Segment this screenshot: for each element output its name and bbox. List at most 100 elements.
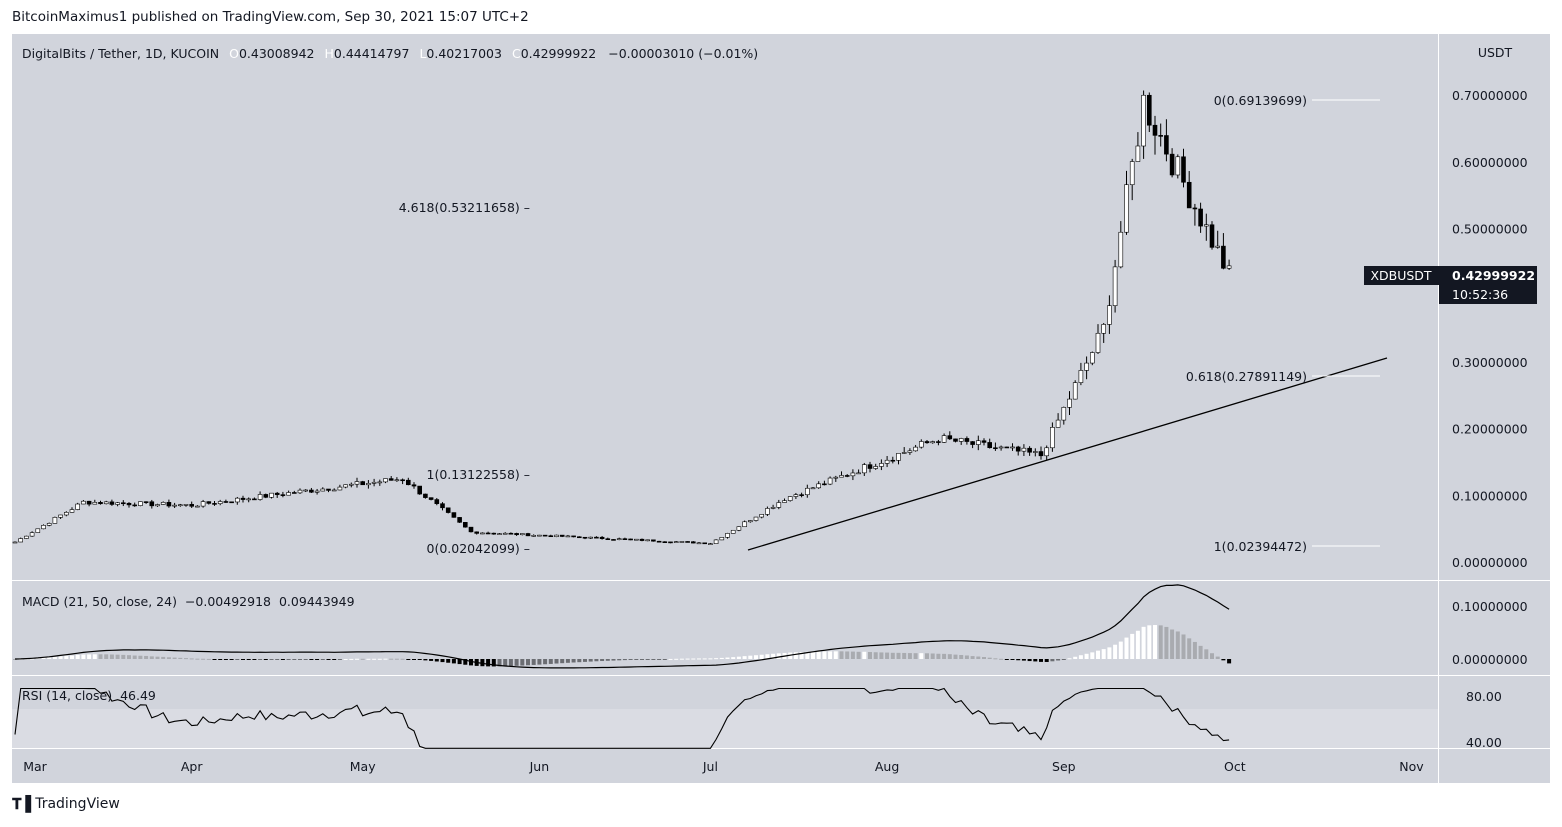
macd-bar <box>1107 647 1112 659</box>
candle <box>58 514 63 519</box>
candle <box>149 499 155 509</box>
macd-bar <box>1118 641 1123 659</box>
candle <box>252 497 257 501</box>
macd-bar <box>771 653 776 659</box>
macd-bar <box>1192 641 1197 659</box>
candle <box>35 528 41 533</box>
candle <box>1101 322 1106 343</box>
macd-bar <box>862 651 867 659</box>
macd-bar <box>1004 659 1009 660</box>
candle <box>616 537 622 541</box>
candle <box>1055 413 1061 428</box>
candle <box>405 477 411 486</box>
candle <box>639 538 645 542</box>
macd-bar <box>298 659 302 660</box>
candle <box>970 441 975 449</box>
candle <box>770 504 776 510</box>
macd-bar <box>178 657 183 659</box>
candle <box>52 516 58 524</box>
candle <box>673 541 679 543</box>
candle <box>417 485 423 495</box>
candle <box>103 500 109 505</box>
macd-bar <box>497 659 502 667</box>
macd-bar <box>201 658 206 660</box>
candle <box>1061 406 1067 425</box>
macd-bar <box>1158 625 1163 659</box>
candle <box>280 491 286 498</box>
candle <box>423 493 428 499</box>
tradingview-footer[interactable]: 𝐓▐ TradingView <box>12 795 120 813</box>
macd-bar <box>41 657 46 659</box>
candle <box>1004 446 1010 449</box>
candle <box>559 534 565 538</box>
macd-bar <box>155 656 160 659</box>
macd-bar <box>64 655 69 659</box>
rsi-tick-80: 80.00 <box>1466 689 1502 704</box>
macd-bar <box>976 656 981 659</box>
macd-bar <box>907 653 912 659</box>
candle <box>742 520 747 528</box>
candle <box>998 445 1004 451</box>
time-label: Apr <box>181 759 203 774</box>
macd-bar <box>1135 630 1140 659</box>
macd-bar <box>850 651 855 659</box>
legend-low: 0.40217003 <box>426 46 502 61</box>
candle <box>1090 351 1095 366</box>
candle <box>160 501 166 505</box>
macd-bar <box>839 651 844 659</box>
macd-bar <box>833 651 838 659</box>
candle <box>873 463 879 470</box>
candle <box>1027 446 1032 456</box>
macd-bar <box>548 659 553 664</box>
candle <box>1198 202 1203 233</box>
macd-bar <box>736 656 741 659</box>
macd-bar <box>531 659 536 665</box>
ascending-trendline[interactable] <box>747 357 1388 551</box>
candle <box>844 474 850 478</box>
main-pane[interactable] <box>12 34 1438 580</box>
macd-bar <box>235 659 240 660</box>
macd-bar <box>776 653 781 659</box>
time-label: Jun <box>529 759 550 774</box>
macd-bar <box>1084 653 1089 659</box>
macd-bar <box>856 651 861 659</box>
candle <box>1129 158 1135 201</box>
macd-bar <box>645 659 650 660</box>
candle <box>75 502 80 511</box>
macd-bar <box>400 658 405 660</box>
macd-bar <box>611 659 616 661</box>
macd-bar <box>913 653 918 659</box>
macd-bar <box>719 657 724 659</box>
macd-bar <box>1078 655 1083 659</box>
macd-bar <box>184 658 188 660</box>
candle <box>975 435 981 451</box>
candle <box>1135 132 1141 162</box>
macd-line <box>14 584 1230 669</box>
candle <box>491 532 497 535</box>
macd-bar <box>195 658 200 660</box>
macd-bar <box>754 655 758 659</box>
candle <box>907 448 913 455</box>
candle <box>109 499 115 506</box>
candle <box>867 461 873 473</box>
macd-bar <box>1010 659 1015 660</box>
candle <box>1164 119 1169 162</box>
price-tick: 0.00000000 <box>1452 555 1528 570</box>
time-axis[interactable] <box>12 749 1550 783</box>
candle <box>274 491 280 498</box>
macd-bar <box>919 653 924 659</box>
candle <box>360 480 366 486</box>
candle <box>1050 422 1055 452</box>
candle <box>1186 171 1192 209</box>
candle <box>434 498 440 506</box>
macd-bar <box>605 659 610 661</box>
price-axis[interactable] <box>1439 34 1550 748</box>
candle <box>132 502 137 507</box>
macd-bar <box>508 659 513 667</box>
candle <box>269 492 274 499</box>
candle <box>257 491 263 501</box>
candle <box>810 486 816 490</box>
macd-bar <box>451 659 456 664</box>
macd-bar <box>491 659 496 667</box>
